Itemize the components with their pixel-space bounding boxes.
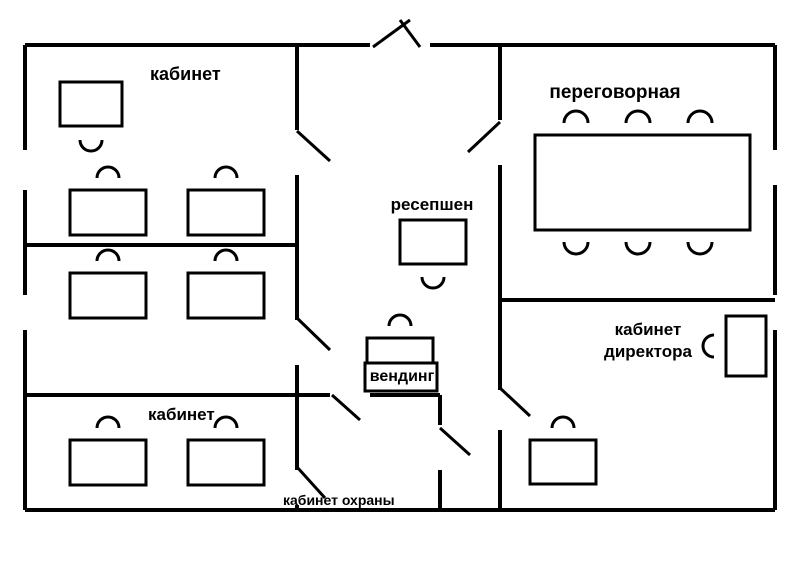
desk-chair-8 [389,315,411,326]
label-security: кабинет охраны [283,492,395,508]
desk-chair-2 [215,167,237,178]
desk-4 [188,250,264,318]
meeting-table-rect [535,135,750,230]
floorplan-diagram: кабинет переговорная ресепшен кабинет директ… [0,0,800,564]
label-director_office_l2: директора [604,342,692,361]
desk-rect-6 [188,440,264,485]
desk-rect-9 [530,440,596,484]
door-swing-7 [468,122,500,152]
label-vending: вендинг [370,368,435,385]
meeting-chair-bottom-0 [564,242,588,254]
desk-chair-6 [215,417,237,428]
meeting-chair-bottom-2 [688,242,712,254]
meeting-chair-top-2 [688,111,712,123]
meeting-chair-top-1 [626,111,650,123]
desk-rect-3 [70,273,146,318]
desk-rect-5 [70,440,146,485]
desk-chair-10 [703,335,714,357]
desk-0 [60,82,122,151]
desk-rect-10 [726,316,766,376]
desk-rect-1 [70,190,146,235]
door-swing-8 [500,388,530,416]
desk-chair-1 [97,167,119,178]
desk-1 [70,167,146,235]
label-director_office_l1: кабинет [615,320,682,339]
door-swing-1 [400,20,420,47]
meeting-chair-bottom-1 [626,242,650,254]
desk-chair-7 [422,277,444,288]
desk-chair-0 [80,140,102,151]
furniture-layer [60,82,766,485]
desk-3 [70,250,146,318]
desk-5 [70,417,146,485]
desk-7 [400,220,466,288]
desk-chair-5 [97,417,119,428]
door-swing-6 [440,428,470,455]
label-cabinet_top: кабинет [150,64,221,84]
label-reception: ресепшен [391,195,474,214]
desk-rect-4 [188,273,264,318]
desk-rect-0 [60,82,122,126]
desk-chair-4 [215,250,237,261]
meeting-table [535,111,750,254]
door-swing-3 [297,318,330,350]
desk-6 [188,417,264,485]
desk-rect-2 [188,190,264,235]
desk-10 [703,316,766,376]
door-swing-5 [332,395,360,420]
door-swing-2 [297,131,330,161]
desk-rect-7 [400,220,466,264]
label-meeting_room: переговорная [549,82,680,103]
desk-chair-9 [552,417,574,428]
desk-9 [530,417,596,484]
label-cabinet_bottom: кабинет [148,405,215,424]
desk-chair-3 [97,250,119,261]
meeting-chair-top-0 [564,111,588,123]
desk-2 [188,167,264,235]
